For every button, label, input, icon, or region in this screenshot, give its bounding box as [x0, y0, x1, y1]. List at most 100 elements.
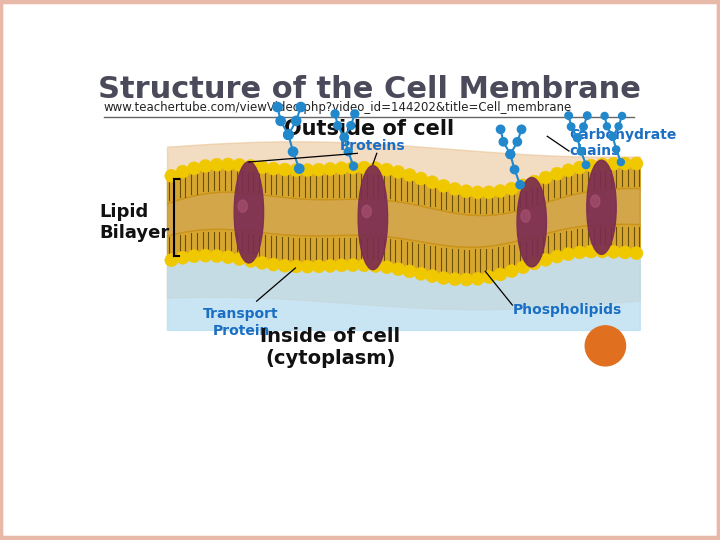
Circle shape — [199, 159, 212, 173]
Text: Structure of the Cell Membrane: Structure of the Cell Membrane — [98, 75, 640, 104]
Circle shape — [349, 162, 357, 170]
Circle shape — [496, 125, 505, 133]
Circle shape — [347, 122, 355, 130]
Circle shape — [358, 259, 371, 272]
Circle shape — [574, 134, 581, 141]
Circle shape — [301, 260, 314, 273]
Circle shape — [516, 179, 529, 192]
Circle shape — [323, 259, 337, 272]
Circle shape — [539, 171, 552, 184]
Circle shape — [233, 252, 246, 266]
Circle shape — [459, 185, 473, 198]
Circle shape — [506, 150, 515, 158]
Circle shape — [267, 258, 280, 271]
Circle shape — [618, 246, 631, 259]
Circle shape — [585, 159, 598, 172]
Circle shape — [312, 260, 325, 273]
Circle shape — [278, 163, 292, 176]
Circle shape — [233, 158, 246, 172]
Circle shape — [505, 265, 518, 278]
Circle shape — [341, 133, 348, 141]
Polygon shape — [168, 142, 640, 309]
Circle shape — [516, 180, 524, 189]
Circle shape — [567, 123, 575, 130]
Circle shape — [437, 272, 450, 285]
Circle shape — [284, 130, 293, 139]
Circle shape — [595, 245, 609, 258]
Circle shape — [585, 326, 626, 366]
Circle shape — [222, 158, 235, 171]
Circle shape — [176, 251, 189, 264]
Circle shape — [351, 110, 359, 118]
Circle shape — [613, 146, 620, 153]
Circle shape — [301, 164, 314, 177]
Circle shape — [312, 163, 325, 176]
Circle shape — [583, 112, 591, 119]
Circle shape — [284, 130, 293, 139]
Circle shape — [609, 133, 616, 140]
Circle shape — [630, 247, 643, 260]
Text: Inside of cell
(cytoplasm): Inside of cell (cytoplasm) — [260, 327, 400, 368]
Circle shape — [289, 260, 302, 273]
Circle shape — [528, 257, 541, 270]
Circle shape — [256, 256, 269, 269]
Circle shape — [528, 175, 541, 188]
Circle shape — [494, 185, 507, 198]
Circle shape — [380, 261, 393, 274]
Circle shape — [294, 164, 304, 173]
Ellipse shape — [238, 200, 248, 212]
Circle shape — [187, 162, 201, 175]
Circle shape — [369, 161, 382, 175]
Circle shape — [334, 122, 342, 130]
Circle shape — [618, 112, 626, 119]
Circle shape — [392, 165, 405, 179]
Circle shape — [210, 249, 223, 262]
Text: Lipid
Bilayer: Lipid Bilayer — [99, 203, 169, 242]
Text: Proteins: Proteins — [340, 139, 405, 153]
Circle shape — [414, 267, 428, 280]
Circle shape — [574, 134, 581, 141]
Text: www.teachertube.com/viewVideo.php?video_id=144202&title=Cell_membrane: www.teachertube.com/viewVideo.php?video_… — [104, 102, 572, 114]
Ellipse shape — [234, 161, 264, 263]
Circle shape — [482, 271, 495, 284]
Circle shape — [380, 163, 393, 176]
Circle shape — [562, 164, 575, 177]
Circle shape — [284, 130, 293, 139]
Circle shape — [585, 245, 598, 258]
Circle shape — [516, 261, 529, 274]
Circle shape — [210, 158, 223, 171]
Circle shape — [331, 110, 339, 118]
Circle shape — [449, 183, 462, 195]
Circle shape — [403, 168, 416, 181]
Circle shape — [323, 163, 337, 176]
Circle shape — [506, 150, 515, 158]
Circle shape — [369, 259, 382, 273]
Circle shape — [341, 133, 348, 141]
Circle shape — [256, 161, 269, 174]
Circle shape — [582, 161, 590, 168]
Circle shape — [518, 125, 526, 133]
Circle shape — [341, 133, 348, 141]
Circle shape — [335, 161, 348, 175]
Circle shape — [471, 186, 484, 199]
Circle shape — [609, 133, 616, 140]
Ellipse shape — [590, 195, 600, 207]
Circle shape — [499, 138, 508, 146]
Circle shape — [615, 123, 622, 130]
Circle shape — [494, 268, 507, 281]
Text: Outside of cell: Outside of cell — [284, 119, 454, 139]
Circle shape — [222, 251, 235, 264]
Circle shape — [392, 262, 405, 275]
Circle shape — [165, 254, 178, 267]
Ellipse shape — [358, 166, 387, 269]
Polygon shape — [168, 188, 640, 247]
Circle shape — [513, 138, 521, 146]
Circle shape — [577, 147, 585, 155]
Circle shape — [346, 161, 359, 174]
Circle shape — [617, 159, 624, 166]
Circle shape — [437, 179, 450, 192]
Circle shape — [550, 167, 564, 180]
Circle shape — [539, 253, 552, 266]
Circle shape — [358, 161, 371, 174]
Circle shape — [199, 249, 212, 262]
